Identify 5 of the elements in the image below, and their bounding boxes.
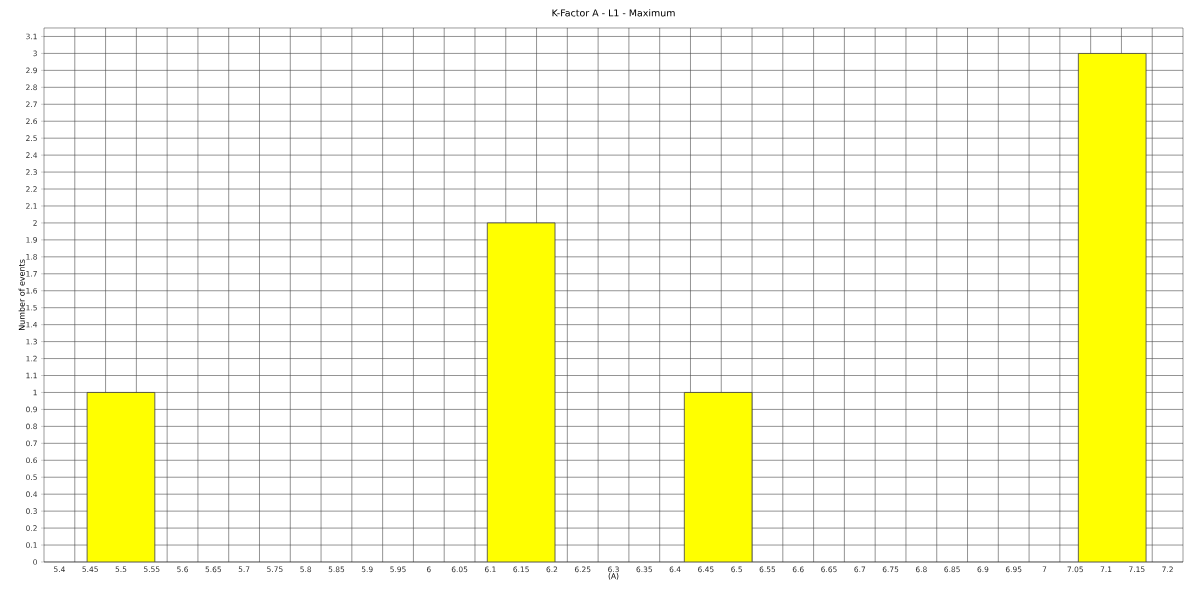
chart-title: K-Factor A - L1 - Maximum <box>552 9 675 17</box>
bar <box>683 392 753 562</box>
bar <box>486 222 556 562</box>
bar <box>1077 53 1147 562</box>
bar <box>86 392 156 562</box>
